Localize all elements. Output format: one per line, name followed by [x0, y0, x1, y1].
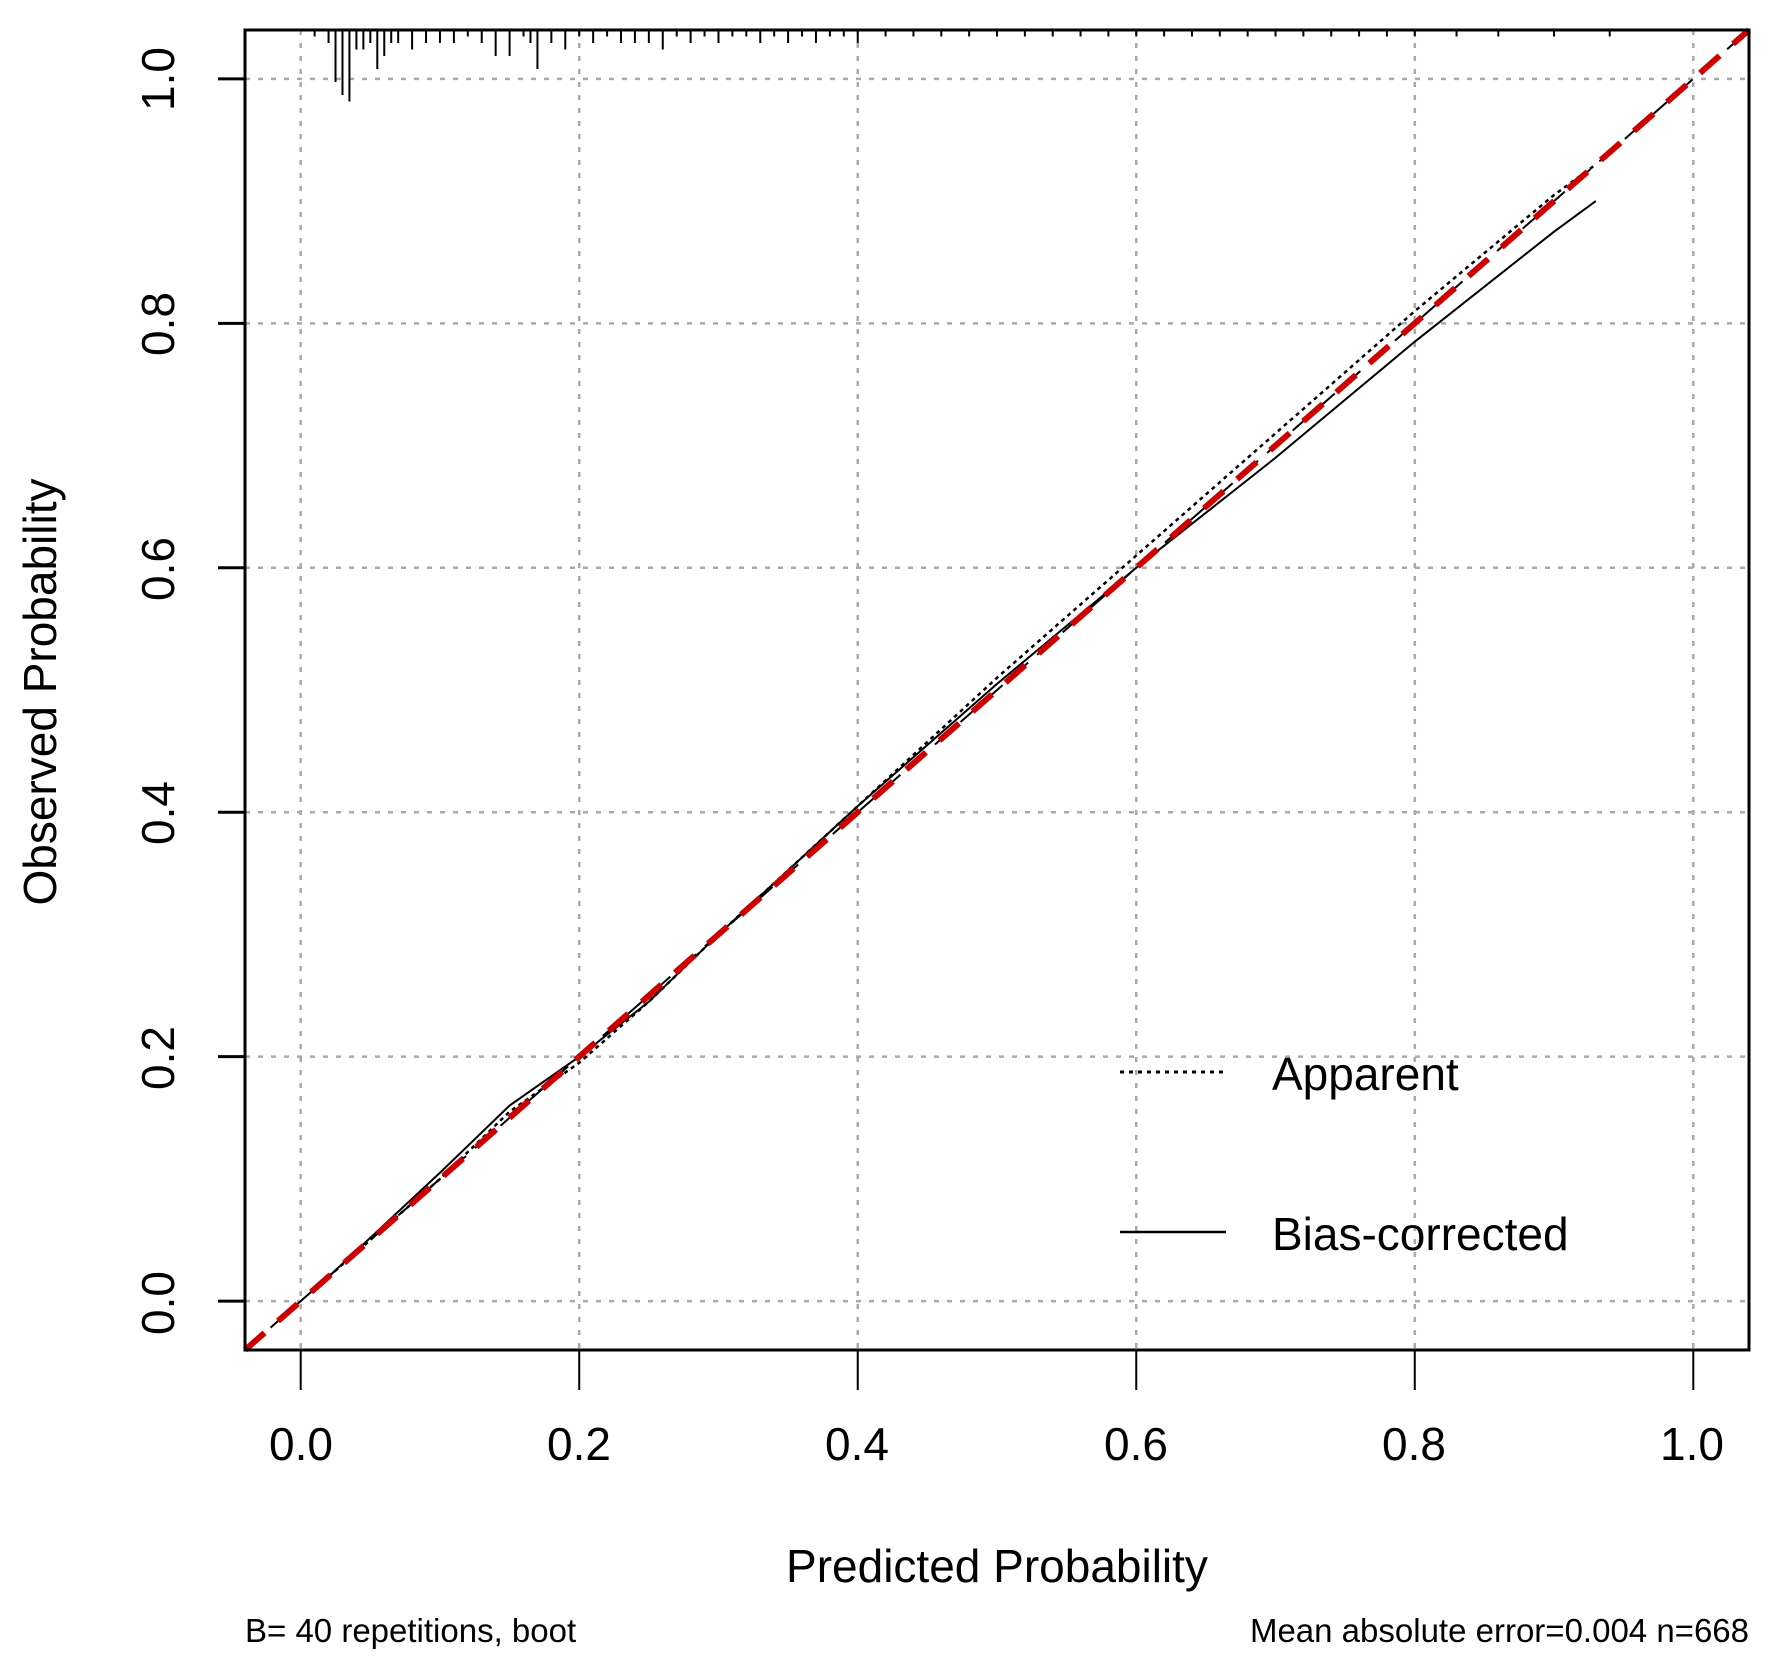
x-tick-label: 0.0	[269, 1418, 333, 1470]
x-tick-label: 0.2	[547, 1418, 611, 1470]
y-tick-label: 0.2	[132, 1026, 184, 1090]
grid	[245, 30, 1749, 1350]
series-bias-corrected	[327, 200, 1597, 1278]
y-tick-label: 0.4	[132, 781, 184, 845]
legend-bias-corrected-label: Bias-corrected	[1272, 1208, 1569, 1260]
rug-marks	[313, 30, 1611, 102]
legend: Apparent Bias-corrected	[1120, 1048, 1569, 1260]
x-tick-labels: 0.0 0.2 0.4 0.6 0.8 1.0	[269, 1418, 1724, 1470]
y-tick-label: 0.0	[132, 1271, 184, 1335]
y-tick-label: 0.6	[132, 537, 184, 601]
axis-ticks	[218, 77, 1695, 1390]
y-axis-title: Observed Probability	[14, 479, 66, 906]
y-tick-label: 0.8	[132, 292, 184, 356]
plot-frame	[243, 28, 1751, 1352]
x-axis-title: Predicted Probability	[786, 1540, 1208, 1592]
y-tick-label: 1.0	[132, 47, 184, 111]
series-ideal	[244, 29, 1750, 1351]
footer-mean-absolute-error: Mean absolute error=0.004 n=668	[1250, 1612, 1749, 1649]
x-tick-label: 0.4	[825, 1418, 889, 1470]
series-lines	[243, 27, 1751, 1353]
footer-repetitions: B= 40 repetitions, boot	[245, 1612, 576, 1649]
x-tick-label: 0.8	[1382, 1418, 1446, 1470]
x-tick-label: 1.0	[1660, 1418, 1724, 1470]
series-reference	[243, 27, 1751, 1353]
y-tick-labels: 0.0 0.2 0.4 0.6 0.8 1.0	[132, 47, 184, 1335]
legend-apparent-label: Apparent	[1272, 1048, 1459, 1100]
x-tick-label: 0.6	[1104, 1418, 1168, 1470]
